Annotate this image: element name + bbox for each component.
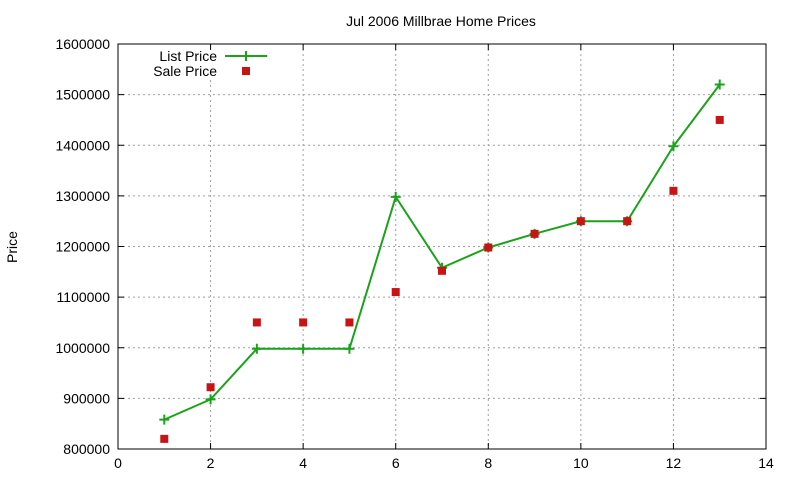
sale-price-point: [160, 434, 169, 443]
x-tick-label: 0: [114, 455, 122, 471]
sale-price-point: [299, 318, 308, 327]
sale-price-point: [623, 217, 632, 226]
list-price-point: [205, 394, 216, 405]
sale-price-point: [576, 217, 585, 226]
x-tick-label: 12: [666, 455, 682, 471]
axes: 800000 900000 1000000 1100000 1200000 1300000…: [55, 36, 774, 471]
y-tick-label: 1400000: [55, 137, 110, 153]
chart-title: Jul 2006 Millbrae Home Prices: [346, 13, 536, 29]
y-tick-label: 1600000: [55, 36, 110, 52]
x-tick-label: 6: [392, 455, 400, 471]
sale-price-point: [252, 318, 261, 327]
y-axis-label: Price: [4, 231, 20, 263]
y-tick-label: 1100000: [57, 289, 111, 305]
y-tick-label: 1500000: [55, 87, 110, 103]
x-tick-label: 4: [299, 455, 307, 471]
sale-price-point: [530, 229, 539, 238]
legend-label: List Price: [159, 48, 217, 64]
y-tick-label: 1000000: [55, 340, 110, 356]
x-tick-label: 14: [758, 455, 774, 471]
series: [159, 79, 725, 443]
sale-price-point: [391, 288, 400, 297]
list-price-point: [344, 343, 355, 354]
y-tick-label: 900000: [63, 390, 110, 406]
list-price-point: [714, 79, 725, 90]
x-tick-label: 2: [207, 455, 215, 471]
list-price-point: [390, 191, 401, 202]
legend-square-marker: [242, 67, 250, 75]
legend-label: Sale Price: [153, 63, 217, 79]
list-price-point: [298, 343, 309, 354]
y-tick-label: 1200000: [55, 239, 110, 255]
plot-frame: [117, 43, 767, 450]
x-tick-label: 8: [484, 455, 492, 471]
sale-price-point: [345, 318, 354, 327]
grid: [118, 44, 766, 449]
sale-price-point: [669, 186, 678, 195]
sale-price-point: [715, 115, 724, 124]
sale-price-point: [206, 383, 215, 392]
list-price-point: [668, 141, 679, 152]
list-price-point: [159, 414, 170, 425]
list-price-point: [251, 343, 262, 354]
sale-price-point: [438, 266, 446, 275]
sale-price-point: [484, 243, 493, 252]
y-tick-label: 1300000: [55, 188, 110, 204]
legend-plus-marker: [241, 51, 251, 61]
x-tick-label: 10: [573, 455, 589, 471]
y-tick-label: 800000: [63, 441, 110, 457]
